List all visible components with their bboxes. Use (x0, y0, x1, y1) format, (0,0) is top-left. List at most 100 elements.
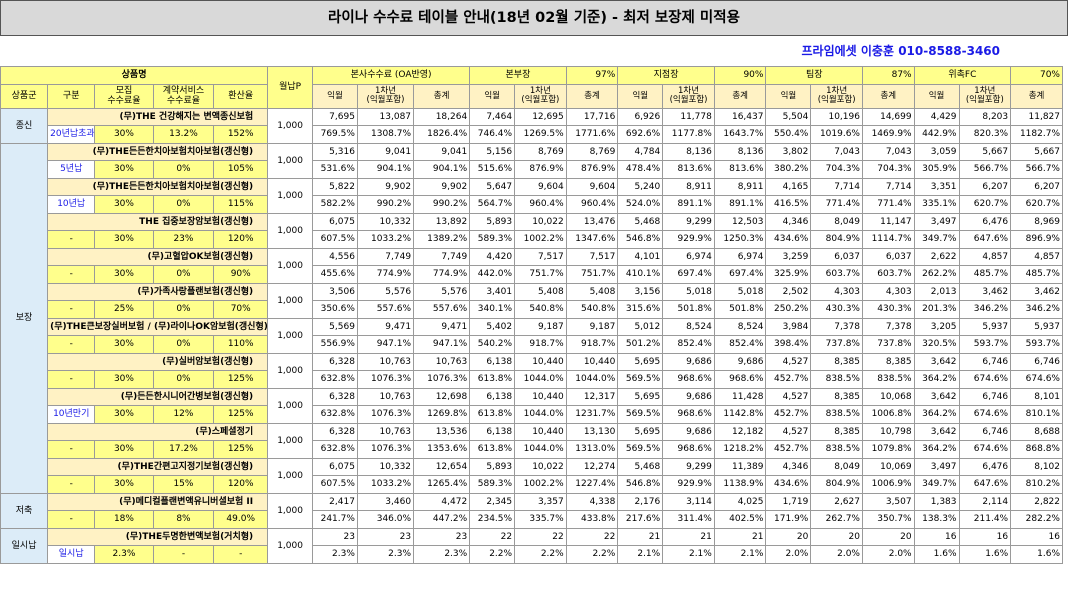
product-name: (무)메디컬플랜변액유니버셜보험 II (47, 492, 269, 511)
commission-rate: 968.6% (662, 440, 715, 459)
commission-rate: 647.6% (958, 230, 1012, 249)
commission-rate: 531.6% (312, 160, 358, 179)
commission-amount: 6,746 (958, 387, 1012, 406)
category: - (47, 230, 96, 249)
commission-rate: 335.1% (913, 195, 960, 214)
commission-amount: 6,476 (958, 212, 1012, 231)
table-body: 종신 (무)THE 건강해지는 변액종신보험 1,000 7,695 13,087 18,… (0, 107, 1063, 564)
header-contract-fee: 계약서비스 수수료율 (152, 83, 215, 109)
commission-rate: 1308.7% (356, 125, 415, 144)
monthly-premium: 1,000 (267, 212, 314, 249)
commission-rate: 876.9% (565, 160, 619, 179)
commission-amount: 21 (617, 527, 664, 546)
commission-rate: 262.2% (913, 265, 960, 284)
commission-amount: 6,328 (312, 352, 358, 371)
recruit-fee: 30% (94, 265, 154, 284)
commission-amount: 10,332 (356, 212, 415, 231)
header-product-group: 상품군 (0, 83, 49, 109)
commission-amount: 11,827 (1010, 107, 1063, 126)
product-name: (무)THE든든한치아보험치아보험(갱신형) (47, 177, 269, 196)
commission-rate: 524.0% (617, 195, 664, 214)
commission-amount: 9,041 (413, 142, 471, 161)
commission-amount: 5,468 (617, 457, 664, 476)
commission-amount: 6,138 (469, 422, 516, 441)
commission-amount: 7,378 (861, 317, 915, 336)
commission-rate: 540.8% (565, 300, 619, 319)
commission-amount: 8,524 (713, 317, 767, 336)
commission-amount: 8,049 (810, 457, 863, 476)
header-category: 구분 (47, 83, 96, 109)
monthly-premium: 1,000 (267, 177, 314, 214)
commission-rate: 1313.0% (565, 440, 619, 459)
commission-amount: 8,969 (1010, 212, 1063, 231)
commission-rate: 990.2% (413, 195, 471, 214)
commission-amount: 20 (861, 527, 915, 546)
commission-amount: 6,037 (810, 247, 863, 266)
commission-amount: 11,147 (861, 212, 915, 231)
commission-amount: 7,714 (861, 177, 915, 196)
commission-rate: 838.5% (810, 440, 863, 459)
commission-amount: 9,902 (413, 177, 471, 196)
commission-rate: 380.2% (765, 160, 812, 179)
commission-amount: 6,207 (1010, 177, 1063, 196)
commission-amount: 2,345 (469, 492, 516, 511)
conversion-rate: 120% (213, 475, 269, 494)
commission-amount: 5,316 (312, 142, 358, 161)
recruit-fee: 25% (94, 300, 154, 319)
col-total: 총계 (1010, 83, 1063, 109)
commission-amount: 3,462 (958, 282, 1012, 301)
commission-rate: 138.3% (913, 510, 960, 529)
commission-rate: 968.6% (662, 405, 715, 424)
commission-rate: 262.7% (810, 510, 863, 529)
commission-rate: 2.3% (413, 545, 471, 564)
commission-amount: 4,303 (810, 282, 863, 301)
commission-rate: 1826.4% (413, 125, 471, 144)
product-group: 보장 (0, 142, 49, 494)
commission-rate: 1265.4% (413, 475, 471, 494)
commission-rate: 346.2% (958, 300, 1012, 319)
commission-amount: 6,746 (958, 422, 1012, 441)
commission-amount: 6,138 (469, 387, 516, 406)
commission-amount: 5,012 (617, 317, 664, 336)
commission-rate: 896.9% (1010, 230, 1063, 249)
category: - (47, 475, 96, 494)
commission-rate: 968.6% (662, 370, 715, 389)
col-total: 총계 (861, 83, 915, 109)
conversion-rate: 110% (213, 335, 269, 354)
category: 20년납초과 (47, 125, 96, 144)
commission-rate: 315.6% (617, 300, 664, 319)
commission-amount: 4,857 (1010, 247, 1063, 266)
commission-rate: 1079.8% (861, 440, 915, 459)
recruit-fee: 18% (94, 510, 154, 529)
commission-amount: 5,667 (958, 142, 1012, 161)
commission-amount: 4,472 (413, 492, 471, 511)
commission-amount: 8,385 (810, 352, 863, 371)
commission-rate: 607.5% (312, 230, 358, 249)
header-group-1: 본부장 (469, 66, 567, 85)
commission-rate: 674.6% (958, 405, 1012, 424)
commission-rate: 546.8% (617, 230, 664, 249)
commission-rate: 564.7% (469, 195, 516, 214)
commission-amount: 3,156 (617, 282, 664, 301)
commission-rate: 947.1% (356, 335, 415, 354)
commission-rate: 569.5% (617, 370, 664, 389)
commission-rate: 697.4% (662, 265, 715, 284)
commission-amount: 5,408 (514, 282, 567, 301)
commission-amount: 8,136 (713, 142, 767, 161)
commission-amount: 11,389 (713, 457, 767, 476)
commission-amount: 21 (662, 527, 715, 546)
contract-fee: 8% (152, 510, 215, 529)
commission-rate: 990.2% (356, 195, 415, 214)
category: - (47, 510, 96, 529)
commission-amount: 9,686 (713, 352, 767, 371)
commission-amount: 5,695 (617, 352, 664, 371)
col-total: 총계 (565, 83, 619, 109)
commission-rate: 550.4% (765, 125, 812, 144)
commission-rate: 340.1% (469, 300, 516, 319)
commission-rate: 692.6% (617, 125, 664, 144)
commission-amount: 5,893 (469, 457, 516, 476)
commission-rate: 433.8% (565, 510, 619, 529)
commission-amount: 7,464 (469, 107, 516, 126)
commission-rate: 697.4% (713, 265, 767, 284)
commission-rate: 607.5% (312, 475, 358, 494)
